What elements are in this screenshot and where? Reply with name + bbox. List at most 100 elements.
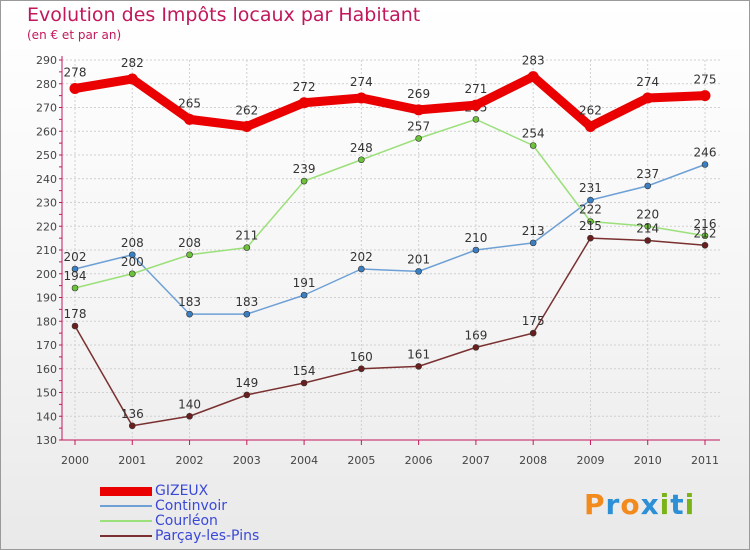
data-point-continvoir	[71, 265, 79, 273]
data-label-courl-on: 220	[636, 207, 659, 221]
x-tick-label: 2003	[233, 454, 261, 467]
data-point-par-ay-les-pins	[415, 363, 422, 370]
data-label-gizeux: 282	[121, 56, 144, 70]
y-tick-label: 190	[36, 292, 57, 305]
y-tick-label: 200	[36, 268, 57, 281]
chart-title: Evolution des Impôts locaux par Habitant	[27, 4, 421, 26]
data-point-gizeux	[69, 83, 81, 94]
legend-swatch-continvoir	[100, 505, 152, 507]
x-tick-label: 2011	[691, 454, 719, 467]
y-tick-label: 270	[36, 102, 57, 115]
series-line-gizeux	[70, 72, 710, 131]
data-label-gizeux: 283	[522, 54, 545, 68]
data-point-courl-on	[358, 156, 365, 164]
data-point-par-ay-les-pins	[358, 365, 365, 373]
data-label-gizeux: 262	[579, 104, 602, 118]
data-point-continvoir	[472, 246, 480, 254]
data-point-gizeux	[527, 71, 539, 83]
x-tick-label: 2005	[347, 454, 375, 467]
data-label-gizeux: 274	[636, 75, 659, 89]
data-label-par-ay-les-pins: 160	[350, 350, 373, 364]
series-line-courl-on	[74, 118, 706, 289]
data-point-courl-on	[529, 142, 537, 149]
logo-letter: x	[640, 488, 660, 521]
data-point-courl-on	[701, 232, 709, 240]
y-tick-label: 260	[36, 125, 57, 138]
data-label-continvoir: 231	[579, 181, 602, 195]
data-point-gizeux	[298, 97, 310, 109]
y-tick-label: 140	[36, 410, 57, 423]
logo-letter: i	[659, 488, 671, 521]
y-tick-label: 170	[36, 339, 57, 352]
y-tick-label: 280	[36, 78, 57, 91]
data-label-gizeux: 278	[64, 66, 87, 80]
data-point-par-ay-les-pins	[701, 241, 709, 249]
x-tick-label: 2010	[634, 454, 662, 467]
data-label-par-ay-les-pins: 178	[64, 307, 87, 321]
data-point-courl-on	[472, 116, 480, 123]
y-tick-label: 180	[36, 315, 57, 328]
logo-letter: r	[605, 488, 621, 521]
data-label-gizeux: 275	[694, 73, 717, 87]
y-tick-label: 230	[36, 197, 57, 210]
data-point-gizeux	[584, 121, 596, 132]
data-point-continvoir	[415, 268, 422, 275]
data-label-continvoir: 210	[464, 231, 487, 245]
series-line-continvoir	[74, 163, 706, 315]
data-label-gizeux: 262	[235, 104, 258, 118]
data-point-gizeux	[126, 73, 138, 85]
data-label-continvoir: 191	[293, 276, 316, 290]
data-point-continvoir	[587, 196, 594, 204]
data-label-continvoir: 202	[350, 250, 373, 264]
x-tick-label: 2007	[462, 454, 490, 467]
data-point-continvoir	[186, 310, 193, 318]
data-label-continvoir: 246	[694, 146, 717, 160]
data-label-courl-on: 216	[694, 217, 717, 231]
logo-letter: t	[670, 488, 685, 521]
legend-swatch-courl-on	[100, 520, 152, 522]
data-label-courl-on: 211	[235, 229, 258, 243]
y-tick-label: 290	[36, 54, 57, 67]
data-point-continvoir	[529, 239, 537, 247]
y-tick-label: 130	[36, 434, 57, 447]
y-tick-label: 150	[36, 387, 57, 400]
data-point-continvoir	[644, 182, 652, 190]
x-tick-label: 2000	[61, 454, 89, 467]
data-point-courl-on	[415, 135, 422, 142]
data-label-continvoir: 183	[178, 295, 201, 309]
legend-label-continvoir: Continvoir	[155, 498, 227, 514]
data-label-gizeux: 274	[350, 75, 373, 89]
data-point-courl-on	[71, 284, 79, 292]
data-point-courl-on	[186, 251, 193, 259]
data-label-par-ay-les-pins: 136	[121, 407, 144, 421]
y-tick-label: 210	[36, 244, 57, 257]
data-label-gizeux: 271	[464, 82, 487, 96]
data-point-par-ay-les-pins	[186, 412, 193, 420]
data-point-gizeux	[355, 92, 367, 104]
data-point-par-ay-les-pins	[472, 344, 480, 351]
data-label-courl-on: 208	[178, 236, 201, 250]
data-point-par-ay-les-pins	[71, 322, 79, 330]
data-point-par-ay-les-pins	[128, 422, 136, 430]
data-label-courl-on: 248	[350, 141, 373, 155]
data-point-continvoir	[358, 265, 365, 273]
legend-label-courl-on: Courléon	[155, 513, 218, 529]
data-point-courl-on	[243, 244, 251, 251]
x-tick-label: 2004	[290, 454, 318, 467]
data-label-continvoir: 213	[522, 224, 545, 238]
data-label-continvoir: 183	[235, 295, 258, 309]
data-label-courl-on: 254	[522, 127, 545, 141]
y-tick-label: 220	[36, 220, 57, 233]
data-point-courl-on	[587, 218, 594, 225]
data-label-courl-on: 194	[64, 269, 87, 283]
logo-letter: i	[684, 488, 696, 521]
data-point-continvoir	[701, 161, 709, 168]
data-label-continvoir: 237	[636, 167, 659, 181]
data-point-gizeux	[184, 113, 196, 125]
data-point-par-ay-les-pins	[644, 237, 652, 244]
data-point-par-ay-les-pins	[587, 234, 594, 242]
data-label-continvoir: 208	[121, 236, 144, 250]
logo-letter: o	[620, 488, 641, 521]
x-tick-label: 2006	[405, 454, 433, 467]
